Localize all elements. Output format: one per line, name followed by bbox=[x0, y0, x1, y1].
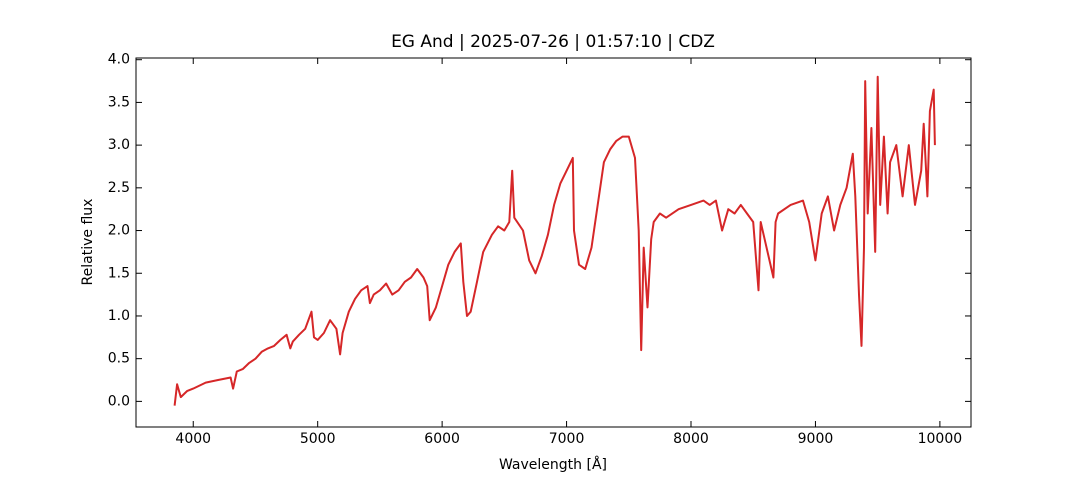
y-tick-label: 0.0 bbox=[108, 393, 130, 409]
y-tick-label: 1.5 bbox=[108, 265, 130, 281]
x-tick-label: 10000 bbox=[918, 431, 963, 447]
y-tick-label: 2.0 bbox=[108, 223, 130, 239]
x-tick-label: 4000 bbox=[175, 431, 211, 447]
y-tick-label: 3.0 bbox=[108, 137, 130, 153]
y-tick-label: 2.5 bbox=[108, 180, 130, 196]
plot-frame bbox=[135, 57, 972, 428]
x-tick-label: 8000 bbox=[673, 431, 709, 447]
spectrum-line bbox=[173, 75, 936, 406]
x-tick-label: 7000 bbox=[549, 431, 585, 447]
y-tick-label: 3.5 bbox=[108, 94, 130, 110]
y-tick-label: 0.5 bbox=[108, 351, 130, 367]
x-tick-label: 6000 bbox=[424, 431, 460, 447]
y-tick-label: 4.0 bbox=[108, 52, 130, 68]
y-tick-label: 1.0 bbox=[108, 308, 130, 324]
chart-title: EG And | 2025-07-26 | 01:57:10 | CDZ bbox=[391, 32, 715, 52]
y-axis-label: Relative flux bbox=[80, 199, 96, 286]
x-tick-label: 9000 bbox=[798, 431, 834, 447]
x-tick-label: 5000 bbox=[300, 431, 336, 447]
x-axis-label: Wavelength [Å] bbox=[499, 456, 607, 473]
